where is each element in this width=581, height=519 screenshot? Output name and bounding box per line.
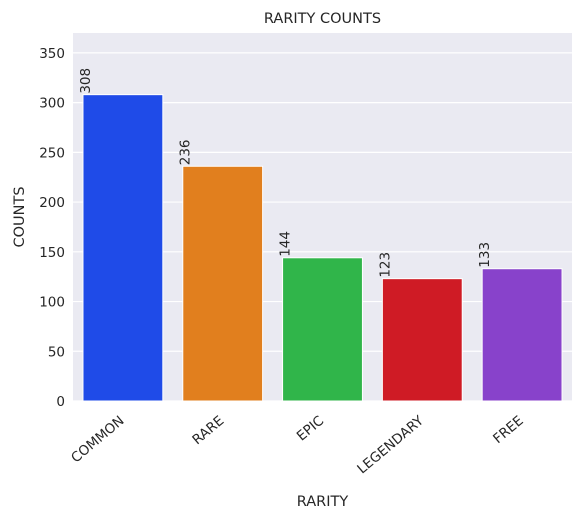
x-tick-label: COMMON <box>68 413 127 466</box>
chart-title: RARITY COUNTS <box>264 11 381 27</box>
y-tick-label: 0 <box>56 394 65 410</box>
x-axis-ticks: COMMON RARE EPIC LEGENDARY FREE <box>68 412 527 477</box>
bar-common <box>82 94 164 402</box>
y-tick-label: 350 <box>39 46 65 62</box>
y-tick-label: 200 <box>39 195 65 211</box>
x-tick-label: LEGENDARY <box>354 412 427 477</box>
bar-free <box>481 268 563 402</box>
y-tick-label: 250 <box>39 145 65 161</box>
data-labels: 308 236 144 123 133 <box>78 68 493 278</box>
data-label-legendary: 123 <box>377 252 393 278</box>
x-tick-label: FREE <box>490 413 526 447</box>
bar-legendary <box>381 278 463 402</box>
y-tick-label: 50 <box>48 344 65 360</box>
y-tick-label: 150 <box>39 245 65 261</box>
data-label-common: 308 <box>78 68 94 94</box>
x-tick-label: EPIC <box>294 413 327 445</box>
y-tick-label: 100 <box>39 295 65 311</box>
data-label-epic: 144 <box>278 231 294 257</box>
bars <box>82 94 563 402</box>
bar-rare <box>182 165 264 402</box>
y-axis-label: COUNTS <box>12 186 28 247</box>
data-label-free: 133 <box>477 242 493 268</box>
data-label-rare: 236 <box>178 139 194 165</box>
bar-epic <box>282 257 363 402</box>
y-tick-label: 300 <box>39 96 65 112</box>
x-axis-label: RARITY <box>297 494 349 510</box>
x-tick-label: RARE <box>189 413 227 448</box>
y-axis-ticks: 0 50 100 150 200 250 300 350 <box>39 46 65 410</box>
